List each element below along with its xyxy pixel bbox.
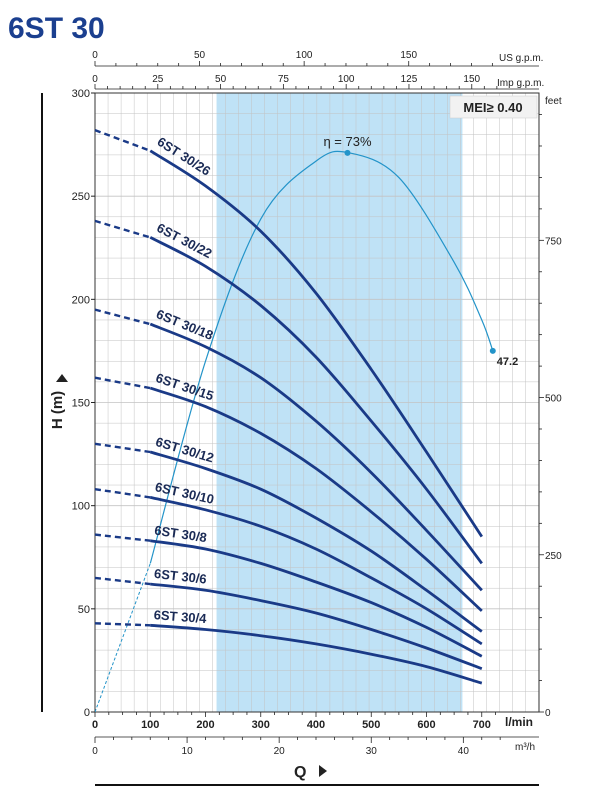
lmin-tick-label: 200 [196,719,214,731]
lmin-axis-label: l/min [505,715,533,729]
y-axis-label: H (m) [49,391,66,429]
series-curve-dashed [94,533,151,542]
imp-tick-label: 25 [152,74,164,85]
series-label: 6ST 30/4 [153,607,207,626]
series-curve-dashed [94,308,151,326]
imp-tick-label: 150 [463,74,480,85]
imp-tick-label: 125 [401,74,418,85]
feet-tick-label: 500 [545,394,562,405]
y-tick-label: 200 [72,294,90,306]
y-tick-label: 150 [72,398,90,410]
grid [94,92,539,713]
y-tick-label: 50 [78,604,90,616]
imp-gpm-label: Imp g.p.m. [497,78,544,89]
m3h-tick-label: 10 [182,746,194,757]
lmin-tick-label: 300 [252,719,270,731]
series-curve [149,236,483,565]
y-tick-label: 250 [72,191,90,203]
series-curve [149,386,483,612]
y-tick-label: 300 [72,88,90,100]
us-tick-label: 150 [400,50,417,61]
m3h-tick-label: 40 [458,746,470,757]
series-curve-dashed [94,488,151,499]
series-curve [149,322,483,592]
feet-tick-label: 250 [545,551,562,562]
efficiency-end-label: 47.2 [497,356,518,368]
series-curve [150,582,483,671]
y-tick-label: 0 [84,707,90,719]
series-curve [149,496,483,646]
lmin-tick-label: 600 [417,719,435,731]
m3h-tick-label: 20 [274,746,286,757]
us-gpm-label: US g.p.m. [499,53,543,64]
lmin-tick-label: 100 [141,719,159,731]
imp-tick-label: 75 [278,74,290,85]
mei-badge-box [449,95,538,119]
us-tick-label: 100 [296,50,313,61]
y-tick-label: 100 [72,501,90,513]
lmin-tick-label: 700 [473,719,491,731]
feet-tick-label: 0 [545,708,551,719]
feet-axis-label: feet [545,96,562,107]
lmin-tick-label: 500 [362,719,380,731]
efficiency-peak-label: η = 73% [323,134,372,149]
us-tick-label: 50 [194,50,206,61]
efficiency-peak-point [344,149,351,156]
chart-title: 6ST 30 [8,12,105,45]
series-curve [150,539,483,658]
lmin-tick-label: 0 [92,719,98,731]
imp-tick-label: 0 [92,74,98,85]
mei-badge: MEI≥ 0.40 [463,100,522,115]
lmin-tick-label: 400 [307,719,325,731]
efficiency-curve [149,150,494,564]
series-curve-dashed [94,442,151,454]
efficiency-curve-dashed [94,563,151,713]
series-curve-dashed [94,576,151,586]
series-curve-dashed [94,376,151,390]
series-curve [150,623,483,685]
imp-tick-label: 50 [215,74,227,85]
efficiency-end-point [489,347,496,354]
m3h-tick-label: 30 [366,746,378,757]
series-curve-dashed [94,128,151,152]
m3h-tick-label: 0 [92,746,98,757]
q-label: Q [294,764,306,781]
series-curve-dashed [94,219,151,239]
series-label: 6ST 30/6 [153,566,207,587]
series-curve-dashed [94,622,151,627]
imp-tick-label: 100 [338,74,355,85]
series-curve [149,149,483,538]
q-arrow-icon [319,765,327,777]
m3h-axis-label: m³/h [515,742,535,753]
efficiency-curve-group: η = 73% 47.2 [94,134,518,713]
feet-tick-label: 750 [545,236,562,247]
series-curve [149,450,483,633]
us-tick-label: 0 [92,50,98,61]
series-label: 6ST 30/10 [154,479,216,507]
y-axis-arrow-icon [56,374,68,382]
